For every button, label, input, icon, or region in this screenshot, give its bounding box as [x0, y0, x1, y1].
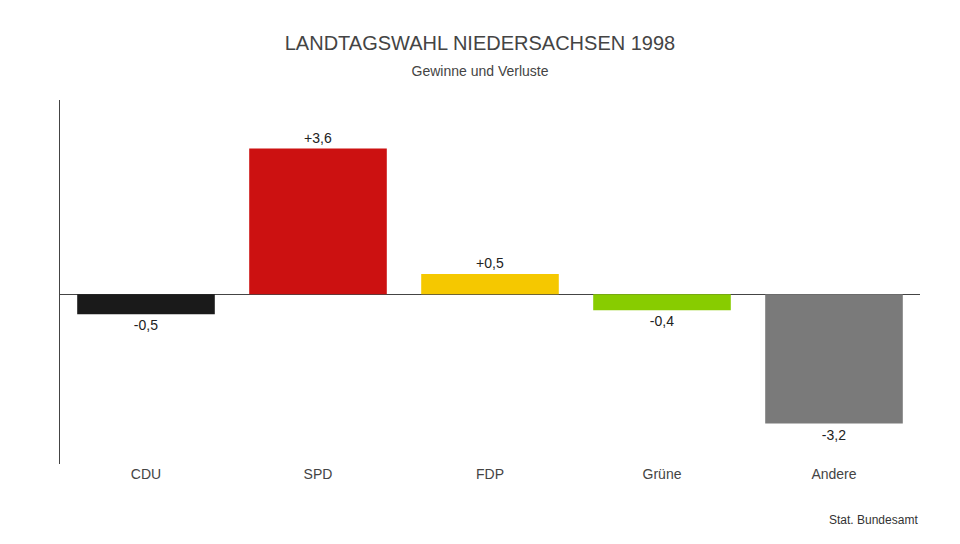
- svg-text:-3,2: -3,2: [822, 427, 846, 443]
- svg-text:-0,5: -0,5: [134, 317, 158, 333]
- svg-text:CDU: CDU: [131, 466, 161, 482]
- svg-text:Grüne: Grüne: [643, 466, 682, 482]
- svg-text:+3,6: +3,6: [304, 130, 332, 146]
- svg-text:SPD: SPD: [304, 466, 333, 482]
- svg-text:FDP: FDP: [476, 466, 504, 482]
- svg-text:+0,5: +0,5: [476, 255, 504, 271]
- svg-text:Stat. Bundesamt: Stat. Bundesamt: [829, 513, 918, 527]
- svg-text:-0,4: -0,4: [650, 313, 674, 329]
- svg-text:Andere: Andere: [811, 466, 856, 482]
- svg-text:LANDTAGSWAHL NIEDERSACHSEN 199: LANDTAGSWAHL NIEDERSACHSEN 1998: [285, 32, 675, 54]
- svg-text:Gewinne und Verluste: Gewinne und Verluste: [412, 63, 549, 79]
